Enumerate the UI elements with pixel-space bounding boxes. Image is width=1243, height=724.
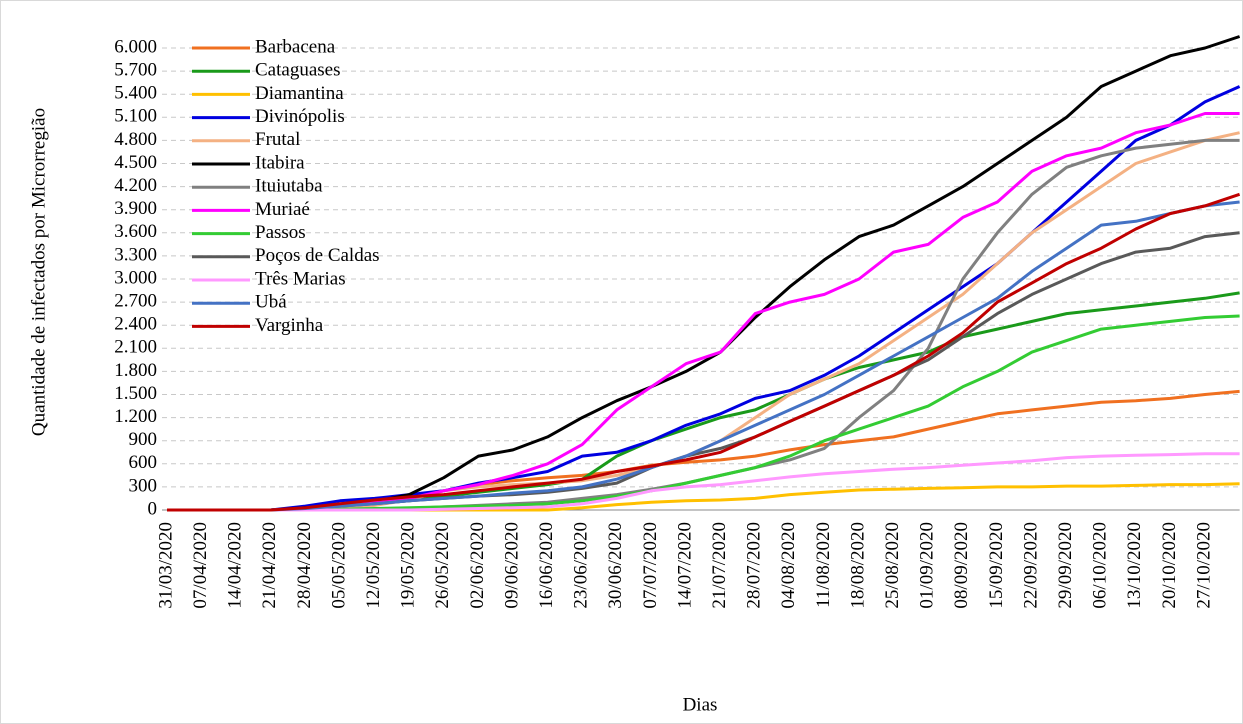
- series-line: [167, 85, 1241, 512]
- x-tick-label: 01/09/2020: [917, 522, 938, 609]
- series-line: [167, 200, 1240, 512]
- x-tick-label: 19/05/2020: [398, 522, 419, 609]
- x-tick-label: 08/09/2020: [951, 522, 972, 609]
- x-tick-label: 25/08/2020: [882, 522, 903, 609]
- legend-label: Divinópolis: [255, 106, 345, 127]
- legend-label: Passos: [255, 222, 306, 243]
- x-tick-label: 28/04/2020: [294, 522, 315, 609]
- y-tick-label: 2.100: [114, 337, 157, 358]
- y-tick-label: 5.100: [114, 106, 157, 127]
- y-tick-label: 0: [148, 498, 158, 519]
- y-tick-label: 900: [129, 429, 158, 450]
- x-tick-label: 20/10/2020: [1159, 522, 1180, 609]
- x-tick-label: 23/06/2020: [571, 522, 592, 609]
- x-tick-label: 02/06/2020: [467, 522, 488, 609]
- y-tick-label: 2.700: [114, 290, 157, 311]
- x-axis-title: Dias: [683, 694, 718, 715]
- legend-label: Poços de Caldas: [255, 245, 380, 266]
- legend-label: Três Marias: [255, 268, 346, 289]
- legend-label: Muriaé: [255, 199, 310, 220]
- x-tick-label: 26/05/2020: [432, 522, 453, 609]
- x-tick-label: 16/06/2020: [536, 522, 557, 609]
- x-tick-label: 30/06/2020: [605, 522, 626, 609]
- legend-label: Ubá: [255, 292, 287, 313]
- y-tick-label: 3.000: [114, 267, 157, 288]
- x-tick-label: 21/04/2020: [259, 522, 280, 609]
- y-tick-label: 600: [129, 452, 158, 473]
- x-tick-label: 07/07/2020: [640, 522, 661, 609]
- x-tick-label: 13/10/2020: [1124, 522, 1145, 609]
- y-tick-label: 3.600: [114, 221, 157, 242]
- x-tick-label: 14/07/2020: [674, 522, 695, 609]
- y-tick-label: 5.400: [114, 83, 157, 104]
- legend-label: Diamantina: [255, 83, 344, 104]
- y-tick-label: 1.500: [114, 383, 157, 404]
- legend-label: Cataguases: [255, 60, 340, 81]
- x-tick-label: 12/05/2020: [363, 522, 384, 609]
- x-tick-label: 04/08/2020: [778, 522, 799, 609]
- legend-label: Ituiutaba: [255, 176, 323, 197]
- x-tick-label: 06/10/2020: [1090, 522, 1111, 609]
- y-tick-label: 300: [129, 475, 158, 496]
- y-tick-label: 1.800: [114, 360, 157, 381]
- x-tick-label: 29/09/2020: [1055, 522, 1076, 609]
- x-tick-label: 05/05/2020: [328, 522, 349, 609]
- y-tick-label: 4.800: [114, 129, 157, 150]
- x-tick-label: 28/07/2020: [744, 522, 765, 609]
- y-tick-label: 4.500: [114, 152, 157, 173]
- y-tick-label: 6.000: [114, 36, 157, 57]
- x-tick-label: 07/04/2020: [190, 522, 211, 609]
- y-tick-label: 3.300: [114, 244, 157, 265]
- x-tick-label: 15/09/2020: [986, 522, 1007, 609]
- y-tick-label: 4.200: [114, 175, 157, 196]
- legend-label: Barbacena: [255, 36, 336, 57]
- y-tick-label: 1.200: [114, 406, 157, 427]
- series-line: [167, 452, 1240, 512]
- y-tick-label: 2.400: [114, 314, 157, 335]
- x-tick-label: 21/07/2020: [709, 522, 730, 609]
- y-tick-label: 5.700: [114, 59, 157, 80]
- y-axis-title: Quantidade de infectados por Microrregiã…: [28, 108, 49, 436]
- x-tick-label: 31/03/2020: [155, 522, 176, 609]
- legend-label: Frutal: [255, 129, 300, 150]
- x-tick-label: 14/04/2020: [225, 522, 246, 609]
- x-tick-label: 22/09/2020: [1020, 522, 1041, 609]
- y-tick-label: 3.900: [114, 198, 157, 219]
- x-tick-label: 27/10/2020: [1193, 522, 1214, 609]
- legend-label: Varginha: [255, 315, 324, 336]
- series-line: [167, 192, 1241, 512]
- x-tick-label: 11/08/2020: [813, 522, 834, 608]
- x-tick-label: 18/08/2020: [847, 522, 868, 609]
- x-tick-label: 09/06/2020: [501, 522, 522, 609]
- legend-label: Itabira: [255, 152, 305, 173]
